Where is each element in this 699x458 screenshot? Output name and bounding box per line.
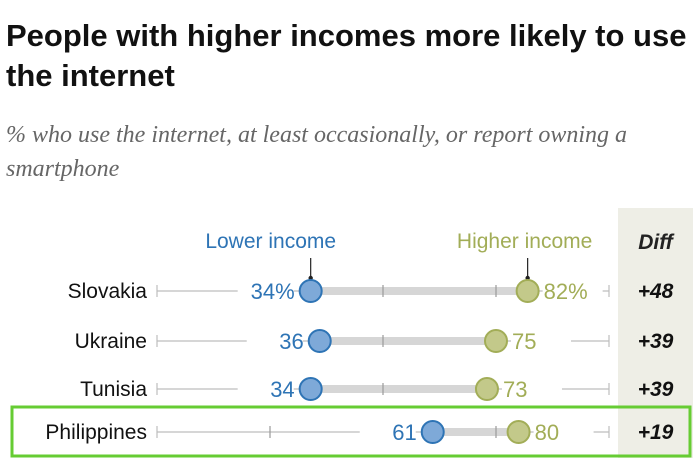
lower-label-bg [246, 329, 303, 353]
lower-income-value-label: 36 [279, 329, 303, 354]
chart-title: People with higher incomes more likely t… [6, 18, 687, 93]
diff-value: +48 [638, 280, 674, 303]
lower-income-value-label: 34% [251, 279, 295, 304]
range-bar [319, 337, 496, 345]
higher-income-value-label: 80 [535, 420, 559, 445]
diff-column-background [618, 208, 693, 458]
lower-label-bg [237, 279, 294, 303]
lower-income-dot [420, 420, 445, 444]
higher-income-value-label: 75 [512, 329, 536, 354]
country-label: Philippines [45, 421, 147, 444]
country-label: Ukraine [75, 330, 147, 353]
country-label: Tunisia [80, 378, 147, 401]
higher-label-bg [511, 329, 571, 353]
legend-higher-income: Higher income [457, 230, 592, 253]
range-bar [432, 428, 519, 436]
diff-value: +39 [638, 378, 674, 401]
chart-subtitle: % who use the internet, at least occasio… [6, 122, 628, 182]
lower-income-dot [298, 279, 323, 303]
higher-income-dot [515, 279, 540, 303]
country-label: Slovakia [68, 280, 148, 303]
legend-lower-income: Lower income [205, 230, 336, 253]
higher-income-value-label: 73 [503, 377, 527, 402]
lower-income-value-label: 61 [392, 420, 416, 445]
higher-label-bg [533, 420, 594, 444]
higher-label-bg [501, 377, 562, 401]
diff-value: +39 [638, 330, 674, 353]
diff-header: Diff [638, 231, 675, 254]
lower-label-bg [237, 377, 294, 401]
range-bar [310, 385, 487, 393]
higher-income-value-label: 82% [544, 279, 588, 304]
higher-label-bg [542, 279, 603, 303]
lower-income-value-label: 34 [270, 377, 294, 402]
lower-label-bg [359, 420, 416, 444]
lower-income-dot [307, 329, 332, 353]
diff-value: +19 [638, 421, 674, 444]
highlight-box [10, 405, 692, 458]
higher-income-dot [474, 377, 499, 401]
higher-income-dot [506, 420, 531, 444]
higher-income-dot [484, 329, 508, 353]
lower-income-dot [298, 377, 323, 401]
range-bar [310, 287, 528, 295]
